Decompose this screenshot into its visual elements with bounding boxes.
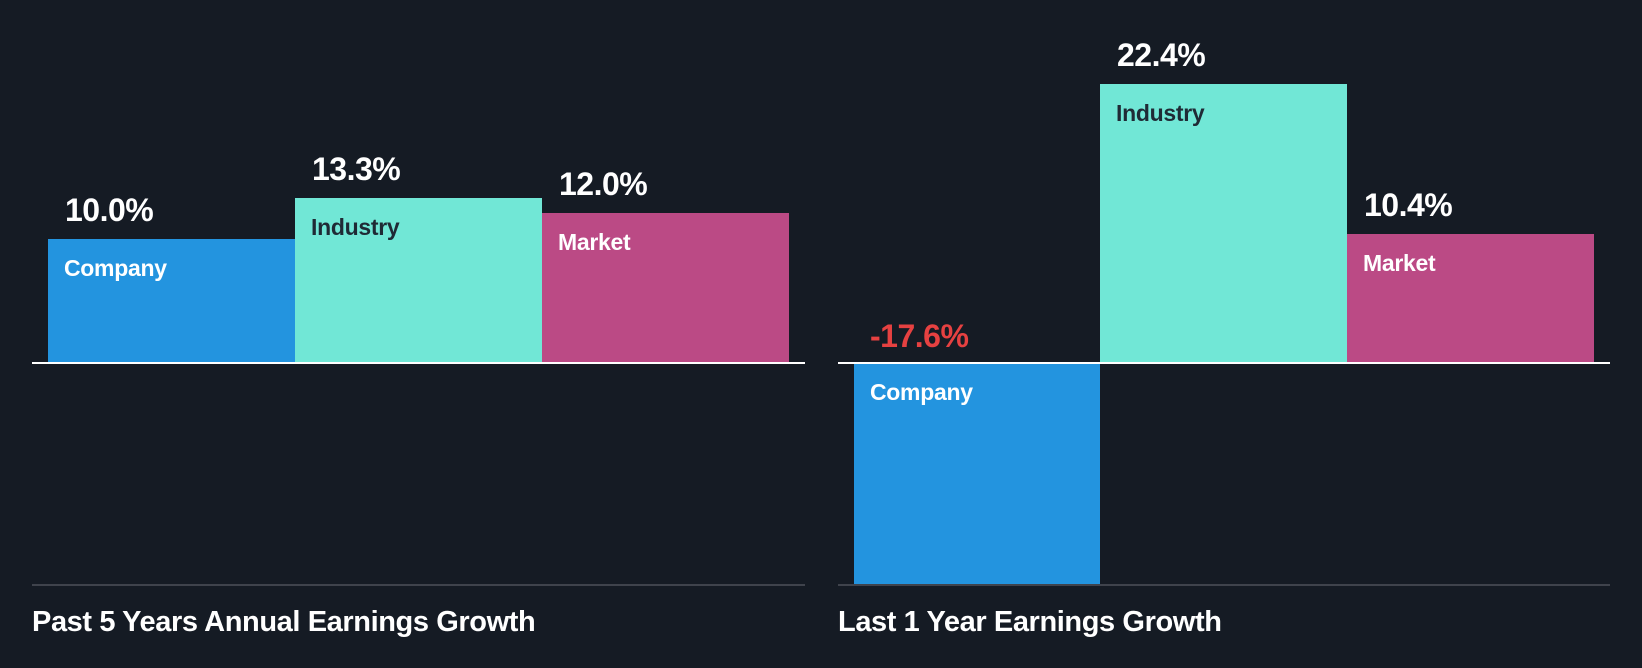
bar-label-company: Company [64,255,167,281]
value-label-company: 10.0% [65,192,154,228]
chart-title: Past 5 Years Annual Earnings Growth [32,606,536,638]
bar-label-market: Market [558,229,631,255]
bar-company: Company [854,363,1100,584]
bar-label-company: Company [870,379,973,405]
bottom-axis-line [838,584,1610,586]
bar-industry: Industry [1100,84,1347,363]
bar-industry: Industry [295,198,542,363]
zero-baseline [838,362,1610,364]
chart-past-5-years: Company 10.0% Industry 13.3% Market 12.0… [32,151,805,638]
bar-label-industry: Industry [311,214,400,240]
bar-market: Market [542,213,789,363]
bar-label-market: Market [1363,250,1436,276]
value-label-market: 12.0% [559,166,648,202]
bottom-axis-line [32,584,805,586]
value-label-company: -17.6% [870,318,969,354]
value-label-industry: 22.4% [1117,37,1206,73]
value-label-market: 10.4% [1364,187,1453,223]
bar-label-industry: Industry [1116,100,1205,126]
zero-baseline [32,362,805,364]
bar-company: Company [48,239,295,363]
chart-title: Last 1 Year Earnings Growth [838,606,1222,638]
value-label-industry: 13.3% [312,151,401,187]
bar-market: Market [1347,234,1594,363]
